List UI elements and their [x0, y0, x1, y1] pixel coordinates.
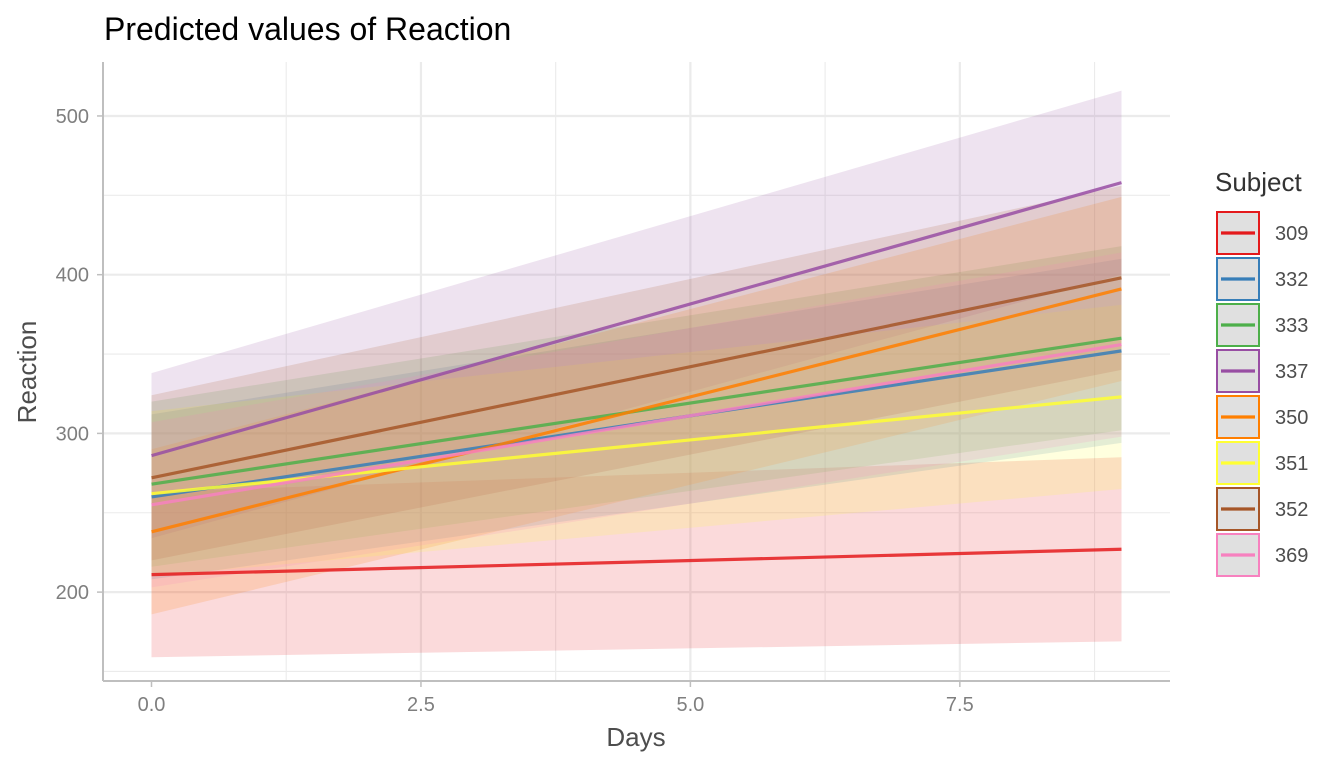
y-tick-label: 200	[56, 582, 89, 604]
legend-label-352: 352	[1275, 499, 1308, 521]
legend-label-369: 369	[1275, 545, 1308, 567]
legend-item-309: 309	[1216, 211, 1308, 255]
x-axis-ticks: 0.0 2.5 5.0 7.5	[138, 681, 974, 716]
y-axis-title: Reaction	[12, 321, 42, 424]
legend-item-369: 369	[1216, 533, 1308, 577]
ribbon-369	[151, 252, 1122, 588]
legend: Subject 309 332 333 337 350 351 352 369	[1215, 167, 1308, 577]
legend-item-332: 332	[1216, 257, 1308, 301]
x-axis-title: Days	[606, 722, 665, 752]
legend-item-337: 337	[1216, 349, 1308, 393]
legend-label-309: 309	[1275, 223, 1308, 245]
ribbon-352	[151, 185, 1122, 561]
ribbon-332	[151, 258, 1122, 580]
legend-item-352: 352	[1216, 487, 1308, 531]
legend-title: Subject	[1215, 167, 1302, 197]
legend-item-351: 351	[1216, 441, 1308, 485]
x-tick-label: 2.5	[407, 694, 435, 716]
legend-label-337: 337	[1275, 361, 1308, 383]
y-tick-label: 300	[56, 423, 89, 445]
legend-item-333: 333	[1216, 303, 1308, 347]
y-tick-label: 400	[56, 265, 89, 287]
legend-label-333: 333	[1275, 315, 1308, 337]
x-tick-label: 0.0	[138, 694, 166, 716]
line-352	[151, 276, 1122, 480]
series-lines	[151, 181, 1122, 577]
line-369	[151, 342, 1122, 507]
ribbon-350	[151, 196, 1122, 615]
y-axis-ticks: 200 300 400 500	[56, 106, 103, 604]
ribbon-309	[151, 457, 1122, 658]
line-337	[151, 181, 1122, 458]
grid-minor	[103, 62, 1170, 681]
y-tick-label: 500	[56, 106, 89, 128]
x-tick-label: 7.5	[946, 694, 974, 716]
x-tick-label: 5.0	[676, 694, 704, 716]
axes	[102, 62, 1170, 682]
line-350	[151, 287, 1122, 534]
chart-title: Predicted values of Reaction	[104, 11, 511, 47]
legend-label-351: 351	[1275, 453, 1308, 475]
legend-item-350: 350	[1216, 395, 1308, 439]
ribbon-351	[151, 304, 1122, 577]
legend-label-332: 332	[1275, 269, 1308, 291]
line-309	[151, 547, 1122, 577]
legend-label-350: 350	[1275, 407, 1308, 429]
grid-major	[103, 62, 1170, 681]
